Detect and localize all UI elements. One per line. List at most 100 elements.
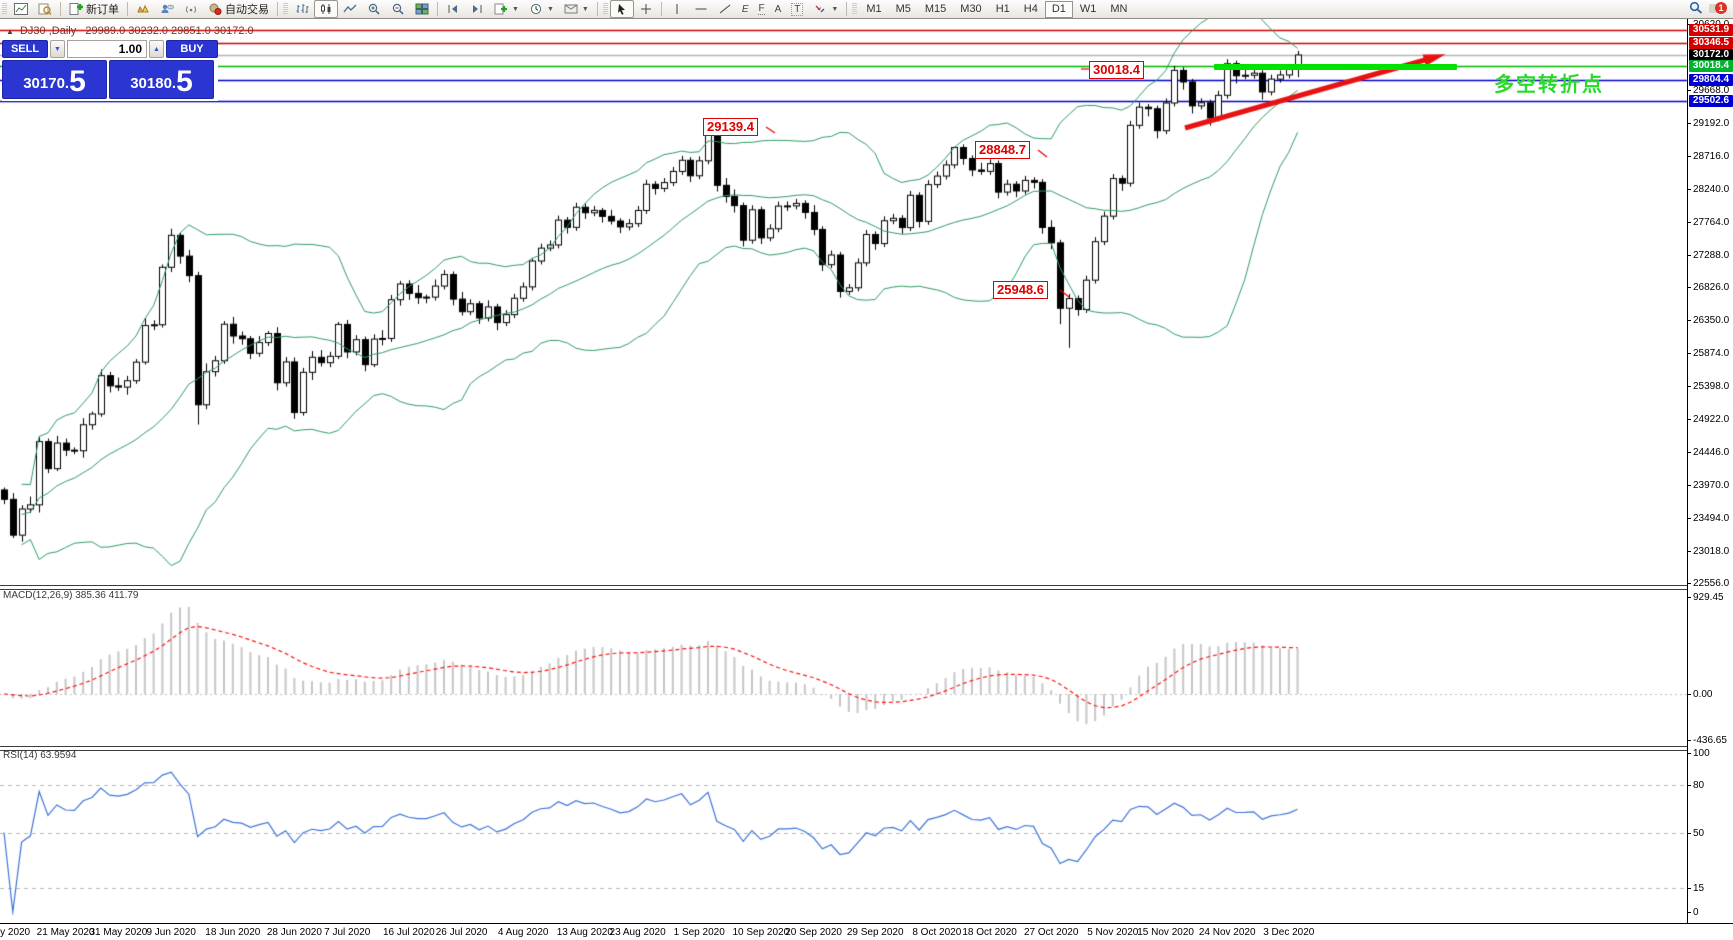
date-tick-label: 21 May 2020 xyxy=(36,927,95,938)
price-axis[interactable]: 30620.029668.029192.028716.028240.027764… xyxy=(1687,18,1733,923)
macd-axis-label: -436.65 xyxy=(1693,734,1727,746)
tf-m1[interactable]: M1 xyxy=(866,2,882,15)
signal-icon[interactable] xyxy=(179,0,203,18)
price-tick-mark xyxy=(1688,353,1691,355)
line-chart-type-icon[interactable] xyxy=(338,0,362,18)
text-label-tool[interactable]: T xyxy=(786,0,808,18)
price-tick-label: 27288.0 xyxy=(1693,250,1730,261)
date-tick-label: 5 Nov 2020 xyxy=(1087,927,1139,938)
date-tick-label: 2 May 2020 xyxy=(0,927,31,938)
autotrading-button[interactable]: 自动交易 xyxy=(203,0,274,18)
tf-h1[interactable]: H1 xyxy=(995,2,1010,15)
price-flag[interactable]: 30018.4 xyxy=(1089,61,1144,79)
rsi-tick-mark xyxy=(1688,912,1691,913)
price-level-badge: 30346.5 xyxy=(1689,36,1733,49)
autotrading-label: 自动交易 xyxy=(225,4,269,16)
tf-h4[interactable]: H4 xyxy=(1023,2,1038,15)
cn-turning-point-note[interactable]: 多空转折点 xyxy=(1494,74,1604,96)
templates-button[interactable]: ▼ xyxy=(559,0,594,18)
search-icon[interactable] xyxy=(1689,1,1703,17)
date-tick-label: 26 Jul 2020 xyxy=(435,927,488,938)
new-order-button[interactable]: 新订单 xyxy=(64,0,124,18)
equidistant-channel-tool[interactable]: E xyxy=(737,0,754,18)
tf-mn[interactable]: MN xyxy=(1110,2,1128,15)
date-tick-label: 9 Jun 2020 xyxy=(146,927,196,938)
symbol-period-label: DJ30 ,Daily xyxy=(19,25,77,37)
cloud-user-icon[interactable] xyxy=(155,0,179,18)
price-tick-label: 24922.0 xyxy=(1693,414,1730,426)
one-click-trading-panel: SELL ▼ ▲ BUY 30170.5 30180.5 xyxy=(2,40,218,101)
add-indicator-button[interactable]: ▼ xyxy=(489,0,524,18)
macd-pane-divider[interactable] xyxy=(0,585,1687,590)
buy-price-display[interactable]: 30180. 5 xyxy=(109,60,214,99)
tile-windows-icon[interactable] xyxy=(410,0,434,18)
price-tick-mark xyxy=(1688,89,1691,91)
notification-button[interactable]: 1 xyxy=(1709,2,1727,16)
text-tool[interactable]: A xyxy=(770,0,787,18)
toolbar-drag-handle xyxy=(2,3,7,15)
green-support-bar[interactable] xyxy=(1214,64,1457,70)
price-flag[interactable]: 25948.6 xyxy=(993,281,1048,299)
tf-m5[interactable]: M5 xyxy=(895,2,911,15)
volume-up-button[interactable]: ▲ xyxy=(149,40,164,58)
vertical-line-tool[interactable] xyxy=(665,0,689,18)
date-tick-label: 13 Aug 2020 xyxy=(556,927,613,938)
fibonacci-tool[interactable]: F xyxy=(753,0,769,18)
profile-search-icon[interactable] xyxy=(33,0,57,18)
rsi-tick-mark xyxy=(1688,888,1691,890)
volume-down-button[interactable]: ▼ xyxy=(50,40,65,58)
candle-chart-type-icon[interactable] xyxy=(314,0,338,18)
period-clock-button[interactable]: ▼ xyxy=(524,0,559,18)
zoom-in-icon[interactable] xyxy=(362,0,386,18)
date-tick-label: 23 Aug 2020 xyxy=(609,927,666,938)
gold-icon[interactable] xyxy=(131,0,155,18)
bar-chart-type-icon[interactable] xyxy=(290,0,314,18)
tf-w1[interactable]: W1 xyxy=(1079,2,1097,15)
price-tick-label: 23018.0 xyxy=(1693,546,1730,558)
price-tick-label: 26826.0 xyxy=(1693,282,1730,294)
cursor-tool[interactable] xyxy=(609,0,634,18)
price-tick-mark xyxy=(1688,320,1691,322)
macd-tick-mark xyxy=(1688,694,1691,695)
price-tick-mark xyxy=(1688,386,1691,388)
step-forward-icon[interactable] xyxy=(465,0,489,18)
new-order-label: 新订单 xyxy=(86,4,119,16)
price-tick-label: 25398.0 xyxy=(1693,381,1730,393)
rsi-axis-label: 100 xyxy=(1693,748,1710,759)
date-tick-label: 29 Sep 2020 xyxy=(846,927,904,938)
price-tick-mark xyxy=(1688,255,1691,256)
date-tick-label: 1 Sep 2020 xyxy=(673,927,725,938)
sell-price-main: 30170. xyxy=(23,75,70,92)
collapse-triangle-icon[interactable]: ▲ xyxy=(6,27,14,36)
price-flag[interactable]: 29139.4 xyxy=(703,118,758,136)
chart-window-icon[interactable] xyxy=(9,0,33,18)
step-back-icon[interactable] xyxy=(441,0,465,18)
add-indicator-icon xyxy=(494,3,507,15)
sell-price-display[interactable]: 30170. 5 xyxy=(2,60,107,99)
buy-button[interactable]: BUY xyxy=(166,40,218,58)
sell-button[interactable]: SELL xyxy=(2,40,48,58)
price-tick-mark xyxy=(1688,188,1691,190)
date-tick-label: 3 Dec 2020 xyxy=(1263,927,1315,938)
crosshair-tool[interactable] xyxy=(634,0,658,18)
zoom-out-icon[interactable] xyxy=(386,0,410,18)
price-tick-label: 27764.0 xyxy=(1693,216,1730,228)
arrows-tool[interactable]: ▼ xyxy=(808,0,843,18)
rsi-axis-label: 50 xyxy=(1693,827,1705,839)
rsi-tick-mark xyxy=(1688,832,1691,834)
price-tick-mark xyxy=(1688,452,1691,454)
tf-m15[interactable]: M15 xyxy=(924,2,947,15)
volume-input[interactable] xyxy=(67,40,147,58)
tf-d1[interactable]: D1 xyxy=(1044,0,1073,18)
price-flag[interactable]: 28848.7 xyxy=(975,141,1030,159)
rsi-pane-divider[interactable] xyxy=(0,746,1687,751)
price-tick-mark xyxy=(1688,518,1691,520)
price-tick-label: 22556.0 xyxy=(1693,578,1730,590)
horizontal-line-tool[interactable] xyxy=(689,0,713,18)
price-level-badge: 29804.4 xyxy=(1689,74,1733,87)
tf-m30[interactable]: M30 xyxy=(960,2,982,15)
trendline-tool[interactable] xyxy=(713,0,737,18)
